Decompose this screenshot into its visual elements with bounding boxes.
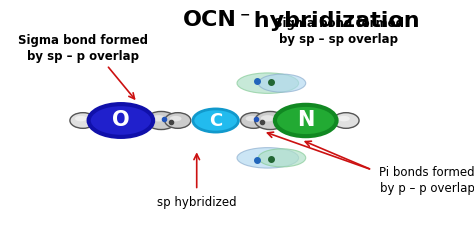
Ellipse shape: [75, 116, 87, 121]
Ellipse shape: [70, 113, 96, 128]
Ellipse shape: [333, 113, 359, 128]
Circle shape: [193, 109, 238, 132]
Ellipse shape: [152, 115, 165, 121]
Text: Pi bonds formed
by p – p overlap: Pi bonds formed by p – p overlap: [379, 166, 474, 195]
Ellipse shape: [338, 116, 350, 121]
Text: N: N: [297, 111, 314, 130]
Ellipse shape: [261, 115, 274, 121]
Text: O: O: [112, 111, 130, 130]
Ellipse shape: [255, 111, 285, 130]
Text: hybridization: hybridization: [246, 11, 420, 31]
Ellipse shape: [237, 73, 299, 93]
Ellipse shape: [258, 149, 306, 167]
Text: −: −: [239, 8, 250, 21]
Text: Sigma bond formed
by sp – p overlap: Sigma bond formed by sp – p overlap: [18, 34, 148, 63]
Ellipse shape: [246, 116, 257, 121]
Circle shape: [275, 105, 337, 136]
Circle shape: [89, 104, 153, 137]
Ellipse shape: [258, 74, 306, 92]
Text: Sigma bond formed
by sp – sp overlap: Sigma bond formed by sp – sp overlap: [274, 17, 404, 46]
Ellipse shape: [165, 113, 191, 128]
Ellipse shape: [237, 147, 299, 168]
Ellipse shape: [240, 113, 266, 128]
Ellipse shape: [146, 111, 176, 130]
Text: OCN: OCN: [183, 10, 237, 30]
Text: sp hybridized: sp hybridized: [157, 196, 237, 209]
Text: C: C: [209, 112, 222, 129]
Ellipse shape: [170, 116, 182, 121]
